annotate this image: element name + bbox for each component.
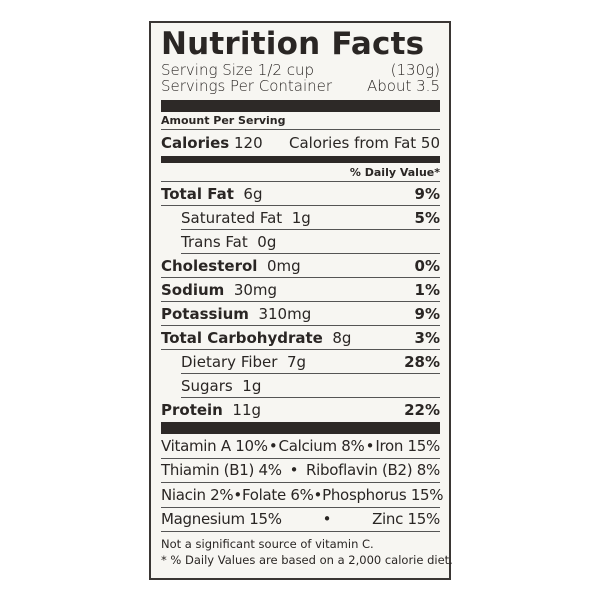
vitamin-row: Magnesium 15% • Zinc 15% <box>161 508 440 532</box>
nutrient-daily-value: 0% <box>414 256 440 275</box>
serving-size-label: Serving Size 1/2 cup <box>161 61 314 79</box>
calories-value: 120 <box>234 134 263 152</box>
nutrient-daily-value: 5% <box>414 208 440 227</box>
calories-row: Calories 120 Calories from Fat 50 <box>161 130 440 156</box>
vitamin-row: Thiamin (B1) 4% • Riboflavin (B2) 8% <box>161 459 440 483</box>
bullet-separator: • <box>313 485 323 504</box>
nutrient-row: Sugars 1g <box>181 374 440 398</box>
footnote: Not a significant source of vitamin C. <box>161 537 374 551</box>
nutrient-label: Sodium <box>161 280 225 299</box>
nutrient-label: Potassium <box>161 304 249 323</box>
nutrient-row: Total Fat 6g 9% <box>161 182 440 206</box>
bullet-separator: • <box>268 436 278 455</box>
vitamin-list: Vitamin A 10% • Calcium 8% • Iron 15% Thiamin… <box>161 434 444 532</box>
nutrient-amount: 8g <box>332 328 352 347</box>
bullet-separator: • <box>365 436 375 455</box>
vitamin-item: Vitamin A 10% <box>161 436 268 455</box>
vitamin-item: Iron 15% <box>375 436 440 455</box>
vitamin-item: Riboflavin (B2) 8% <box>306 461 440 480</box>
calories-from-fat: Calories from Fat 50 <box>288 134 440 152</box>
nutrient-label: Saturated Fat <box>181 208 283 227</box>
nutrient-amount: 0g <box>257 232 277 251</box>
nutrient-daily-value: 1% <box>414 280 440 299</box>
nutrient-label: Total Fat <box>161 184 234 203</box>
nutrient-label: Cholesterol <box>161 256 258 275</box>
footnotes: Not a significant source of vitamin C. *… <box>161 536 453 568</box>
nutrition-facts-label: Nutrition Facts Serving Size 1/2 cup (130… <box>149 21 453 580</box>
servings-label: Servings Per Container <box>161 77 333 95</box>
nutrient-daily-value: 9% <box>414 184 440 203</box>
nutrient-label: Trans Fat <box>181 232 248 251</box>
vitamin-item: Calcium 8% <box>278 436 365 455</box>
thick-divider <box>161 422 440 434</box>
nutrient-daily-value: 22% <box>404 401 440 419</box>
nutrient-amount: 6g <box>243 184 263 203</box>
nutrient-row: Dietary Fiber 7g 28% <box>181 350 440 374</box>
nutrient-row: Saturated Fat 1g 5% <box>181 206 440 230</box>
nutrient-label: Sugars <box>181 376 233 395</box>
vitamin-item: Niacin 2% <box>161 485 234 504</box>
nutrient-label: Total Carbohydrate <box>161 328 323 347</box>
nutrient-label: Dietary Fiber <box>181 352 278 371</box>
vitamin-row: Niacin 2% • Folate 6% • Phosphorus 15% <box>161 483 444 508</box>
vitamin-row: Vitamin A 10% • Calcium 8% • Iron 15% <box>161 434 440 459</box>
vitamin-item: Magnesium 15% <box>161 510 282 529</box>
nutrient-amount: 11g <box>232 401 262 419</box>
daily-value-header: % Daily Value* <box>161 163 440 182</box>
thick-divider <box>161 100 440 112</box>
vitamin-item: Zinc 15% <box>372 510 440 529</box>
nutrient-list: Total Fat 6g 9% Saturated Fat 1g 5% Trans Fa… <box>161 182 440 422</box>
nutrient-amount: 1g <box>291 208 311 227</box>
nutrient-amount: 30mg <box>233 280 278 299</box>
amount-per-serving: Amount Per Serving <box>161 112 440 130</box>
nutrient-amount: 310mg <box>258 304 312 323</box>
nutrient-amount: 1g <box>242 376 262 395</box>
footnote: * % Daily Values are based on a 2,000 ca… <box>161 553 453 567</box>
nutrient-row: Total Carbohydrate 8g 3% <box>161 326 440 350</box>
bullet-separator: • <box>322 510 332 529</box>
nutrient-row: Cholesterol 0mg 0% <box>161 254 440 278</box>
servings-value: About 3.5 <box>367 77 440 95</box>
nutrient-row: Potassium 310mg 9% <box>161 302 440 326</box>
calories-label: Calories <box>161 134 230 152</box>
nutrient-amount: 7g <box>287 352 307 371</box>
serving-size: Serving Size 1/2 cup (130g) <box>161 62 440 78</box>
label-title: Nutrition Facts <box>161 26 425 62</box>
nutrient-amount: 0mg <box>266 256 301 275</box>
vitamin-item: Thiamin (B1) 4% <box>161 461 282 480</box>
nutrient-label: Protein <box>161 401 223 419</box>
label-content: Nutrition Facts Serving Size 1/2 cup (130… <box>161 23 453 568</box>
servings-per-container: Servings Per Container About 3.5 <box>161 78 440 94</box>
vitamin-item: Folate 6% <box>241 485 314 504</box>
bullet-separator: • <box>233 485 242 504</box>
vitamin-item: Phosphorus 15% <box>322 485 444 504</box>
nutrient-row: Protein 11g 22% <box>161 398 440 422</box>
nutrient-daily-value: 3% <box>414 328 440 347</box>
nutrient-row: Sodium 30mg 1% <box>161 278 440 302</box>
medium-divider <box>161 156 440 163</box>
nutrient-daily-value: 28% <box>404 352 440 371</box>
serving-size-value: (130g) <box>390 61 440 79</box>
nutrient-row: Trans Fat 0g <box>181 230 440 254</box>
bullet-separator: • <box>289 461 299 480</box>
nutrient-daily-value: 9% <box>414 304 440 323</box>
